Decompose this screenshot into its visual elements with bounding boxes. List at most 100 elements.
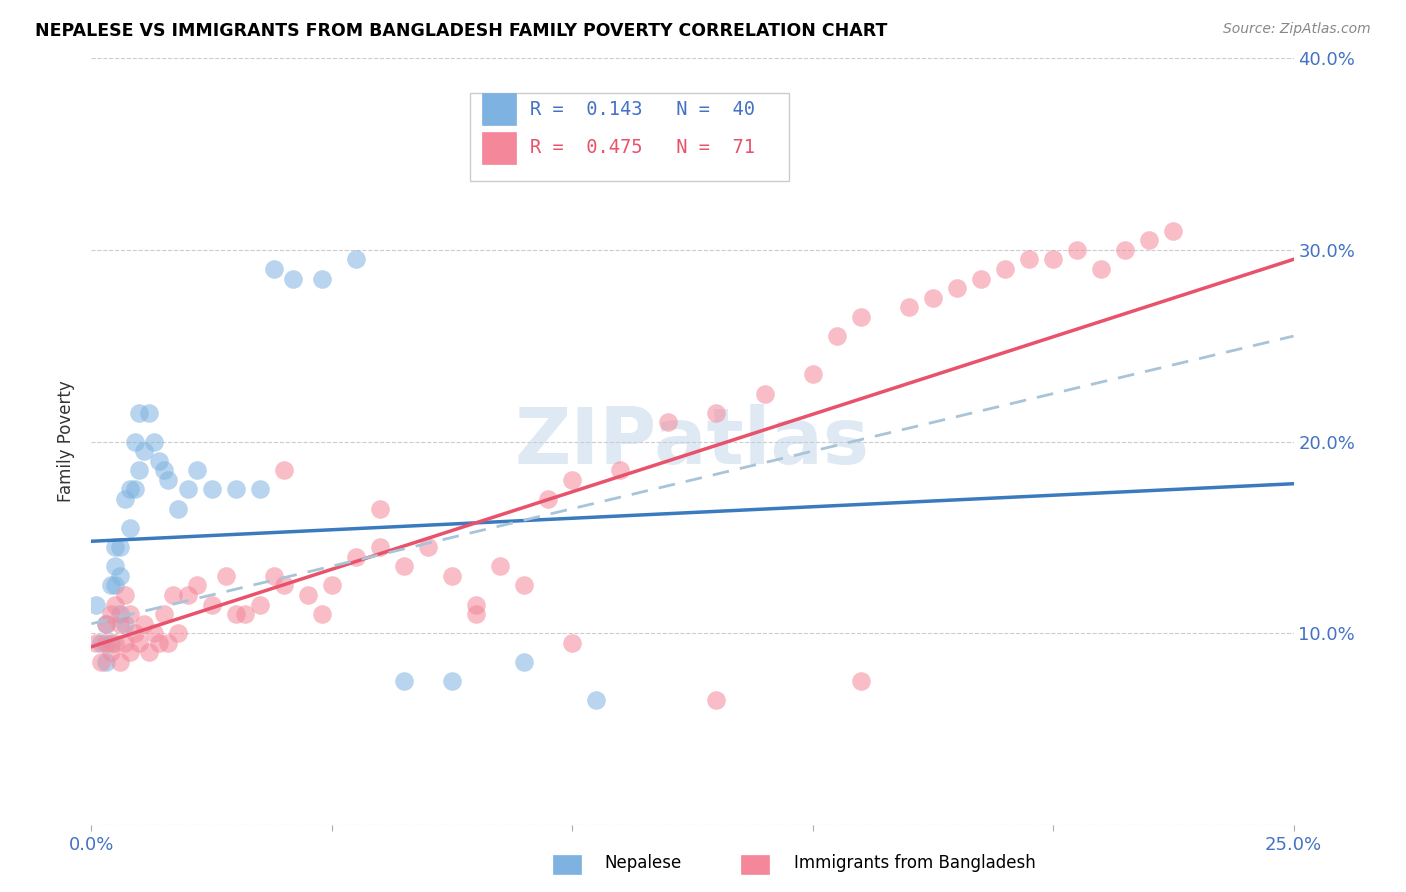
Point bbox=[118, 521, 141, 535]
Point bbox=[94, 616, 117, 631]
Point bbox=[152, 463, 174, 477]
Point bbox=[249, 598, 271, 612]
Point bbox=[148, 453, 170, 467]
Point bbox=[134, 616, 156, 631]
Point bbox=[706, 406, 728, 420]
Point bbox=[104, 578, 127, 592]
Point bbox=[114, 616, 136, 631]
Point bbox=[110, 569, 132, 583]
Point bbox=[311, 271, 333, 285]
Point bbox=[110, 655, 132, 669]
Point bbox=[104, 559, 127, 574]
Point bbox=[970, 271, 993, 285]
Point bbox=[100, 646, 122, 660]
Point bbox=[297, 588, 319, 602]
Point bbox=[233, 607, 256, 621]
Point bbox=[104, 540, 127, 554]
Point bbox=[142, 626, 165, 640]
Point bbox=[176, 588, 198, 602]
Point bbox=[368, 540, 391, 554]
Point bbox=[440, 674, 463, 689]
Point bbox=[114, 588, 136, 602]
Point bbox=[94, 655, 117, 669]
Point bbox=[90, 655, 112, 669]
Point bbox=[148, 636, 170, 650]
Point bbox=[157, 473, 180, 487]
FancyBboxPatch shape bbox=[470, 93, 789, 181]
FancyBboxPatch shape bbox=[482, 132, 516, 164]
Point bbox=[273, 463, 295, 477]
Point bbox=[897, 300, 920, 315]
Point bbox=[186, 578, 208, 592]
Point bbox=[157, 636, 180, 650]
Point bbox=[215, 569, 238, 583]
Point bbox=[263, 262, 285, 277]
Point bbox=[249, 483, 271, 497]
Point bbox=[849, 674, 872, 689]
Point bbox=[273, 578, 295, 592]
Text: R =  0.475   N =  71: R = 0.475 N = 71 bbox=[530, 138, 755, 157]
Point bbox=[513, 655, 536, 669]
Point bbox=[118, 607, 141, 621]
Point bbox=[94, 636, 117, 650]
Point bbox=[100, 578, 122, 592]
Point bbox=[321, 578, 343, 592]
Point bbox=[167, 501, 190, 516]
Point bbox=[311, 607, 333, 621]
Point bbox=[585, 693, 607, 707]
Point bbox=[561, 636, 583, 650]
Point bbox=[128, 463, 150, 477]
Point bbox=[90, 636, 112, 650]
Point bbox=[134, 444, 156, 458]
Point bbox=[344, 252, 367, 267]
Point bbox=[537, 491, 560, 506]
Point bbox=[201, 598, 224, 612]
Point bbox=[124, 483, 146, 497]
Point bbox=[1018, 252, 1040, 267]
Point bbox=[110, 540, 132, 554]
Point bbox=[225, 483, 247, 497]
Point bbox=[489, 559, 512, 574]
Point bbox=[1042, 252, 1064, 267]
Point bbox=[201, 483, 224, 497]
Point bbox=[118, 646, 141, 660]
Point bbox=[440, 569, 463, 583]
Point bbox=[118, 483, 141, 497]
Point bbox=[167, 626, 190, 640]
Point bbox=[1137, 233, 1160, 247]
Point bbox=[465, 607, 488, 621]
Point bbox=[225, 607, 247, 621]
Point bbox=[94, 616, 117, 631]
Point bbox=[706, 693, 728, 707]
Point bbox=[152, 607, 174, 621]
Point bbox=[754, 386, 776, 401]
Text: Immigrants from Bangladesh: Immigrants from Bangladesh bbox=[794, 855, 1036, 872]
Point bbox=[104, 598, 127, 612]
Point bbox=[114, 636, 136, 650]
Text: Source: ZipAtlas.com: Source: ZipAtlas.com bbox=[1223, 22, 1371, 37]
Point bbox=[176, 483, 198, 497]
Point bbox=[283, 271, 305, 285]
Point bbox=[186, 463, 208, 477]
Point bbox=[392, 559, 415, 574]
Y-axis label: Family Poverty: Family Poverty bbox=[58, 381, 76, 502]
Point bbox=[1114, 243, 1136, 257]
Point bbox=[128, 406, 150, 420]
Point bbox=[849, 310, 872, 324]
Point bbox=[110, 607, 132, 621]
Point bbox=[84, 598, 107, 612]
Point bbox=[657, 416, 679, 430]
Point bbox=[1090, 262, 1112, 277]
Text: ZIPatlas: ZIPatlas bbox=[515, 403, 870, 480]
Text: R =  0.143   N =  40: R = 0.143 N = 40 bbox=[530, 100, 755, 119]
Point bbox=[368, 501, 391, 516]
Point bbox=[104, 636, 127, 650]
FancyBboxPatch shape bbox=[482, 94, 516, 126]
Point bbox=[416, 540, 439, 554]
Point bbox=[609, 463, 631, 477]
Point bbox=[100, 607, 122, 621]
Point bbox=[1066, 243, 1088, 257]
Text: NEPALESE VS IMMIGRANTS FROM BANGLADESH FAMILY POVERTY CORRELATION CHART: NEPALESE VS IMMIGRANTS FROM BANGLADESH F… bbox=[35, 22, 887, 40]
Point bbox=[392, 674, 415, 689]
Point bbox=[825, 329, 848, 343]
